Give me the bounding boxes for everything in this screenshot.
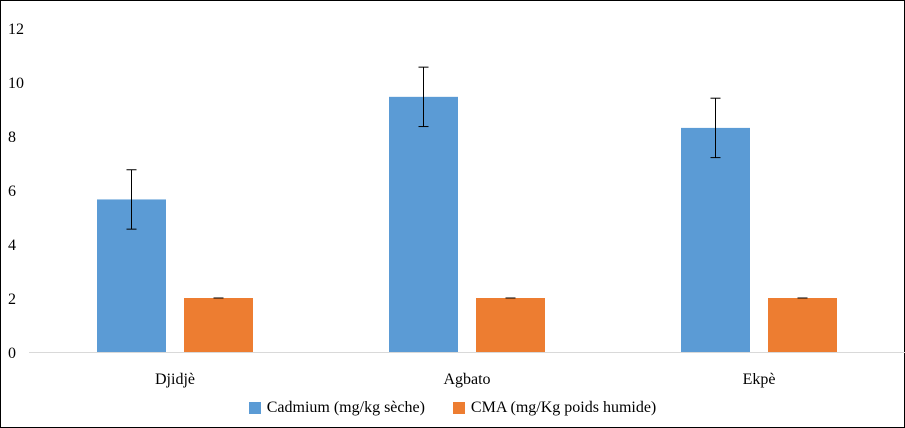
y-tick-label: 10 [8,75,24,92]
x-tick-label: Ekpè [743,371,776,388]
legend: Cadmium (mg/kg sèche) CMA (mg/Kg poids h… [0,397,905,419]
bar-cadmium [681,127,750,353]
bar-series [97,96,837,353]
x-tick-label: Djidjè [155,371,195,388]
bar-cma [768,298,837,352]
legend-swatch-cadmium [248,402,261,414]
x-axis-ticks: Djidjè Agbato Ekpè [155,371,775,388]
x-tick-label: Agbato [443,371,490,388]
bar-cadmium [389,96,458,352]
bar-cma [476,298,545,352]
legend-item-cma: CMA (mg/Kg poids humide) [452,399,657,417]
y-tick-label: 0 [8,345,16,362]
y-tick-label: 8 [8,129,16,146]
legend-item-cadmium: Cadmium (mg/kg sèche) [248,399,425,417]
y-tick-label: 6 [8,183,16,200]
y-tick-label: 2 [8,291,16,308]
y-tick-label: 12 [8,21,24,38]
y-axis-ticks: 0 2 4 6 8 10 12 [8,21,24,362]
y-tick-label: 4 [8,237,16,254]
legend-swatch-cma [452,402,465,414]
legend-label-cadmium: Cadmium (mg/kg sèche) [266,399,425,416]
error-bars [126,66,808,299]
legend-label-cma: CMA (mg/Kg poids humide) [470,399,657,416]
bar-cma [184,298,253,352]
